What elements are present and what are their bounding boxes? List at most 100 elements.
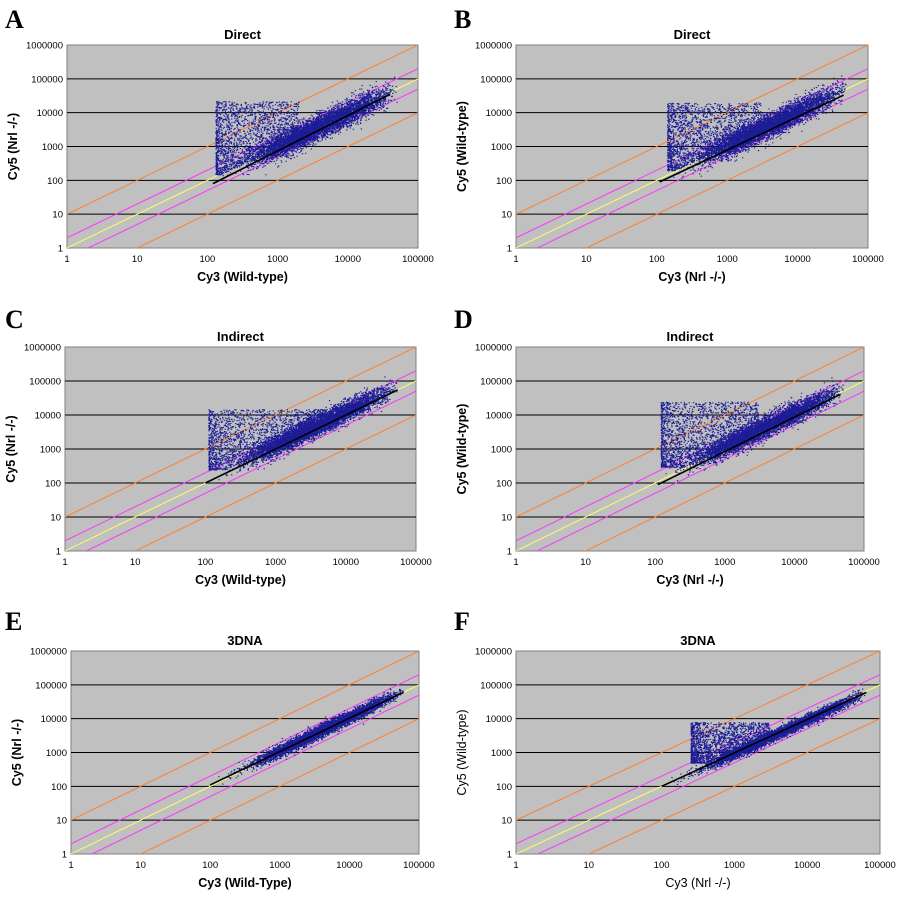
reference-line-10fold [134, 414, 416, 551]
y-tick-label: 10 [52, 210, 63, 221]
x-tick-label: 10000 [335, 254, 361, 265]
y-tick-label: 10 [501, 513, 512, 524]
y-tick-label: 10000 [41, 714, 67, 725]
x-tick-label: 100000 [400, 557, 432, 568]
x-tick-label: 1 [513, 860, 518, 871]
y-tick-label: 100000 [480, 680, 512, 691]
reference-line-10fold [584, 414, 864, 551]
x-tick-label: 10000 [784, 254, 810, 265]
plot-title: 3DNA [227, 633, 263, 648]
y-tick-label: 100000 [31, 74, 63, 85]
data-points [660, 377, 844, 482]
y-tick-label: 1000000 [26, 41, 63, 52]
y-tick-label: 10 [501, 816, 512, 827]
plot-title: Direct [224, 27, 262, 42]
fit-line [209, 691, 404, 786]
reference-line-10fold [587, 718, 880, 854]
y-tick-label: 10000 [35, 411, 61, 422]
x-tick-label: 1000 [714, 557, 735, 568]
x-tick-label: 1000 [724, 860, 745, 871]
y-tick-label: 100000 [29, 377, 61, 388]
y-tick-label: 10000 [37, 108, 63, 119]
y-tick-label: 100 [496, 176, 512, 187]
y-tick-label: 1 [56, 547, 61, 558]
plot-title: Indirect [667, 329, 715, 344]
x-tick-label: 100 [647, 557, 663, 568]
y-axis-label: Cy5 (Wild-type) [455, 709, 469, 795]
x-tick-label: 100 [649, 254, 665, 265]
reference-line-2fold [516, 68, 868, 239]
panel-letter: A [5, 5, 24, 34]
plot-title: Direct [674, 27, 712, 42]
y-tick-label: 100 [47, 176, 63, 187]
x-tick-label: 100 [199, 254, 215, 265]
panel-e: E 3DNA 1 10 100 1000 10000 100000 1000000 1 10 100 1… [5, 607, 435, 890]
y-tick-label: 100 [51, 782, 67, 793]
reference-line-10fold [71, 651, 419, 821]
panel-letter: B [454, 5, 471, 34]
x-tick-label: 100000 [848, 557, 880, 568]
y-tick-label: 1 [507, 547, 512, 558]
x-axis-label: Cy3 (Wild-Type) [198, 876, 291, 890]
y-tick-label: 1000000 [475, 41, 512, 52]
fit-line [661, 691, 867, 788]
panel-d: D Indirect 1 10 100 1000 10000 100000 1000000 1 10… [454, 305, 880, 587]
y-tick-label: 1000 [491, 445, 512, 456]
x-tick-label: 100 [654, 860, 670, 871]
y-axis-label: Cy5 (Nrl -/-) [10, 719, 24, 786]
y-tick-label: 1000000 [24, 343, 61, 354]
panel-b: B Direct 1 10 100 1000 10000 100000 1000000 1 10 10… [454, 5, 884, 284]
y-tick-label: 1000 [42, 142, 63, 153]
x-tick-label: 10000 [781, 557, 807, 568]
reference-line-10fold [67, 45, 418, 215]
x-tick-label: 1000 [267, 254, 288, 265]
y-axis-label: Cy5 (Wild-type) [455, 404, 469, 495]
y-tick-label: 100 [496, 782, 512, 793]
panel-letter: F [454, 607, 470, 636]
y-axis-label: Cy5 (Nrl -/-) [6, 113, 20, 180]
x-tick-label: 1000 [269, 860, 290, 871]
x-tick-label: 1 [64, 254, 69, 265]
reference-line-2fold [536, 694, 880, 854]
data-points [215, 76, 398, 177]
y-tick-label: 1000 [46, 748, 67, 759]
plot-title: 3DNA [680, 633, 716, 648]
y-tick-label: 10 [50, 513, 61, 524]
y-axis-label: Cy5 (Nrl -/-) [4, 415, 18, 482]
panel-letter: D [454, 305, 473, 334]
plot-title: Indirect [217, 329, 265, 344]
y-tick-label: 1000000 [30, 647, 67, 658]
reference-line-10fold [139, 718, 419, 854]
panel-letter: C [5, 305, 24, 334]
x-tick-label: 100000 [852, 254, 884, 265]
x-tick-label: 100 [202, 860, 218, 871]
panel-a: A Direct 1 10 100 1000 10000 100000 1000000 1 10 10… [5, 5, 434, 284]
x-tick-label: 10000 [333, 557, 359, 568]
panel-c: C Indirect 1 10 100 1000 10000 100000 1000000 1 10… [4, 305, 432, 587]
x-tick-label: 10000 [336, 860, 362, 871]
y-tick-label: 10000 [486, 411, 512, 422]
x-tick-label: 1000 [265, 557, 286, 568]
data-points [208, 376, 398, 481]
y-tick-label: 100000 [480, 377, 512, 388]
y-tick-label: 1 [507, 244, 512, 255]
y-tick-label: 1000 [40, 445, 61, 456]
y-tick-label: 100000 [35, 680, 67, 691]
fit-line [657, 393, 841, 486]
panel-f: F 3DNA 1 10 100 1000 10000 100000 1000000 1 10 100 1… [454, 607, 896, 890]
y-axis-label: Cy5 (Wild-type) [455, 101, 469, 192]
reference-line-2fold [67, 68, 418, 239]
x-tick-label: 10 [132, 254, 143, 265]
x-tick-label: 100000 [402, 254, 434, 265]
y-tick-label: 1 [507, 850, 512, 861]
x-tick-label: 100000 [864, 860, 896, 871]
x-tick-label: 1 [513, 557, 518, 568]
y-tick-label: 10000 [486, 714, 512, 725]
y-tick-label: 10000 [486, 108, 512, 119]
x-tick-label: 10 [135, 860, 146, 871]
x-axis-label: Cy3 (Wild-type) [197, 270, 288, 284]
x-tick-label: 100000 [403, 860, 435, 871]
y-tick-label: 100000 [480, 74, 512, 85]
data-points [667, 75, 847, 179]
